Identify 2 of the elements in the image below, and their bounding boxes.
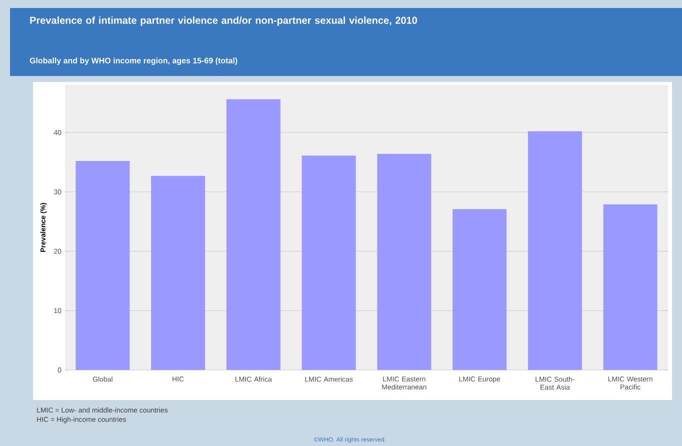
chart-subtitle: Globally and by WHO income region, ages 15-69 (total) [30, 57, 238, 65]
chart-title: Prevalence of intimate partner violence and/or non-partner sexual violence, 2010 [30, 16, 418, 26]
